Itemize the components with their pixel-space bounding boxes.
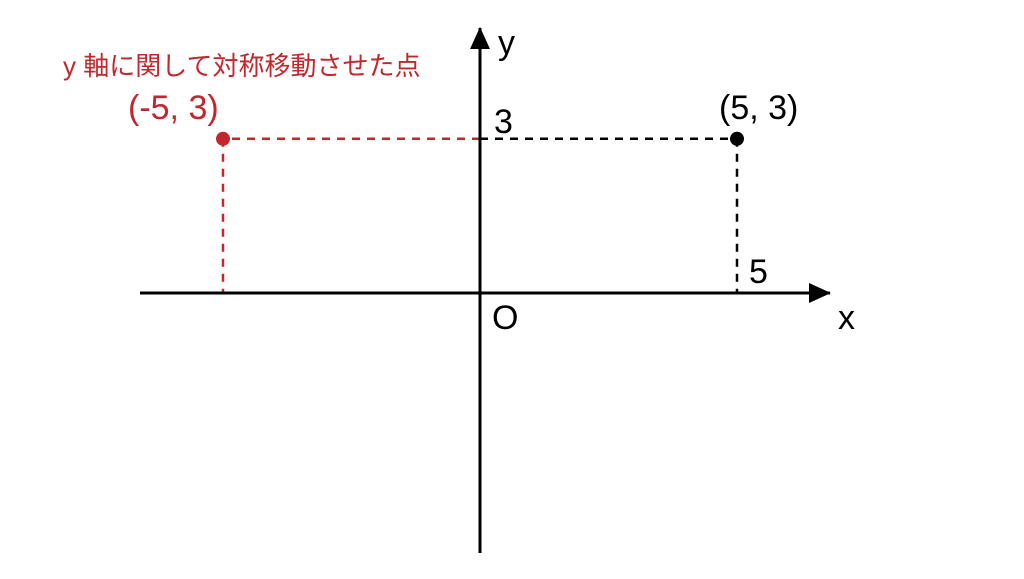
point-original bbox=[730, 132, 744, 146]
origin-label: O bbox=[492, 299, 518, 337]
point-reflected bbox=[216, 132, 230, 146]
tick-label-x5: 5 bbox=[749, 253, 768, 291]
x-axis-label: x bbox=[838, 299, 855, 337]
coordinate-plane: y x O 3 5 (5, 3) (-5, 3) y 軸に関して対称移動させた点 bbox=[0, 0, 1024, 579]
point-original-label: (5, 3) bbox=[719, 89, 798, 127]
reflected-point-caption: y 軸に関して対称移動させた点 bbox=[63, 51, 420, 81]
y-axis-label: y bbox=[498, 24, 515, 62]
point-reflected-label: (-5, 3) bbox=[128, 89, 219, 127]
tick-label-y3: 3 bbox=[494, 103, 513, 141]
